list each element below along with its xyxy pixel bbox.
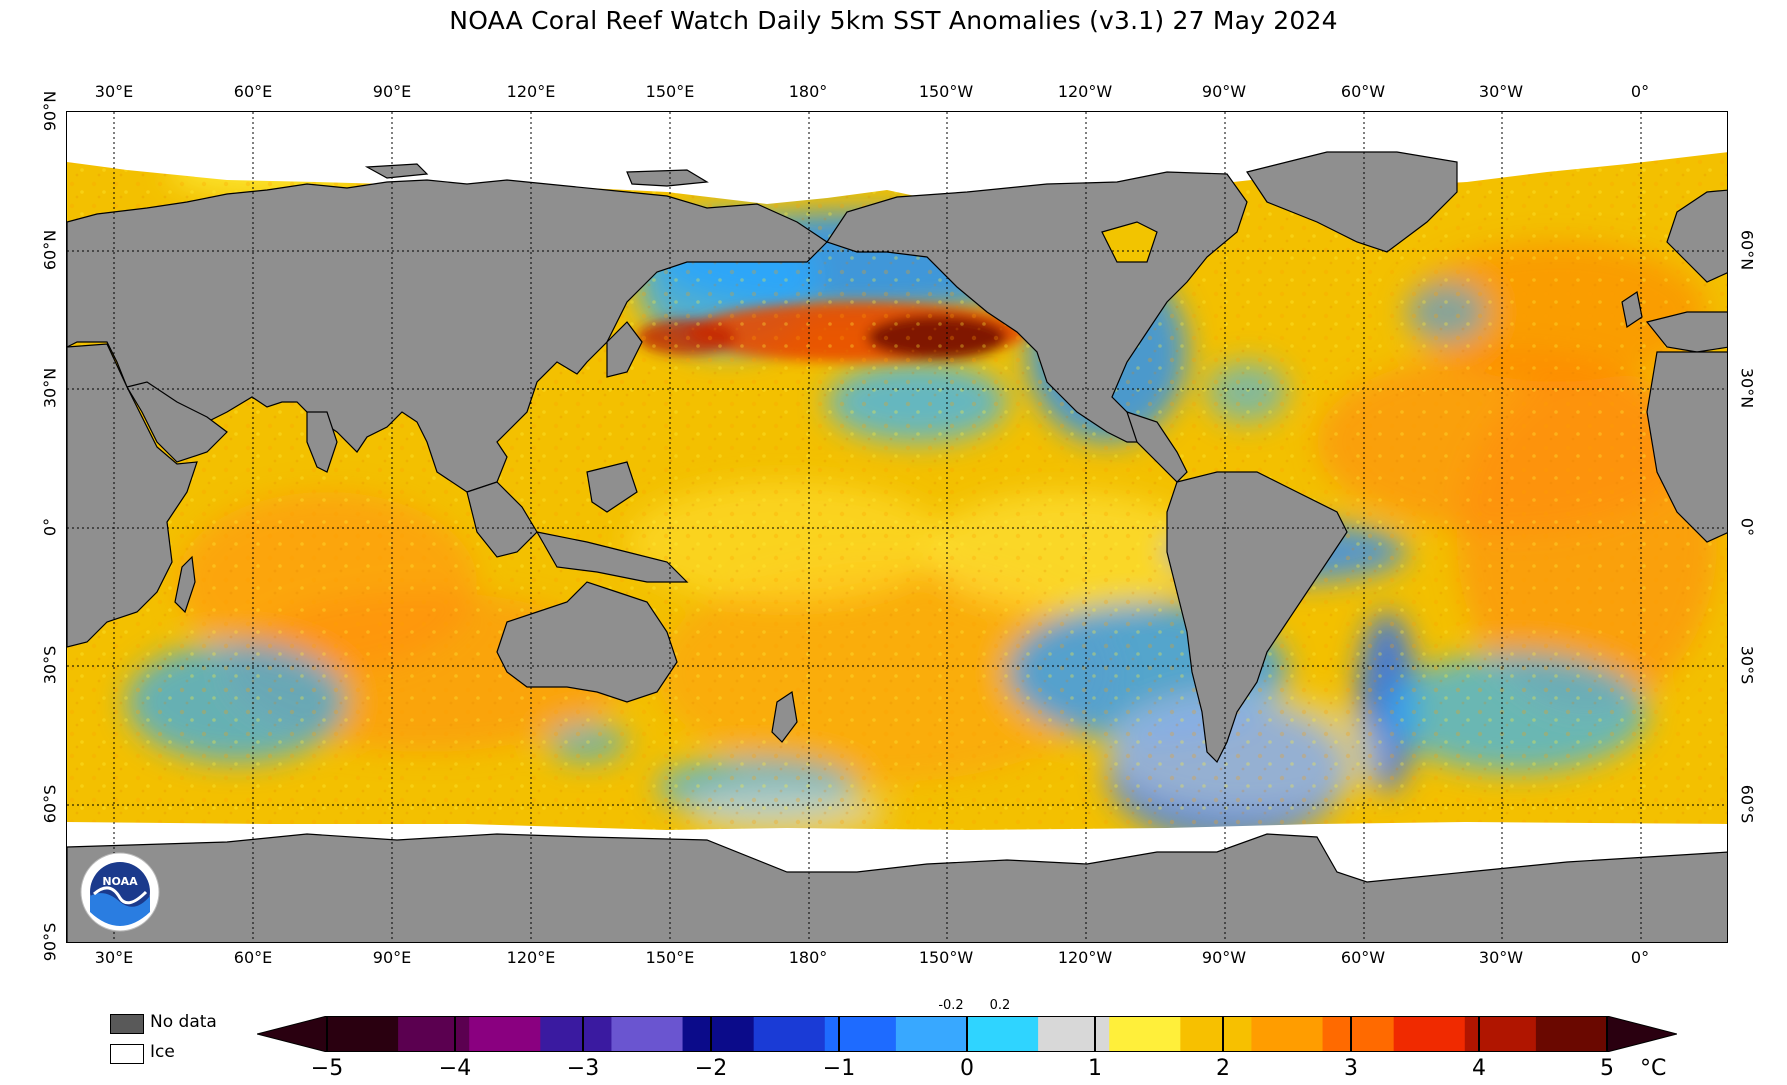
nodata-legend-label: No data bbox=[150, 1012, 217, 1032]
colorbar-small-tick: 0.2 bbox=[989, 998, 1011, 1013]
graticule bbox=[67, 112, 1727, 942]
lon-label-bottom: 30°E bbox=[94, 948, 134, 967]
colorbar-segment bbox=[682, 1016, 755, 1052]
colorbar-segment bbox=[611, 1016, 684, 1052]
lon-label-bottom: 150°E bbox=[645, 948, 695, 967]
lon-label-bottom: 120°W bbox=[1057, 948, 1113, 967]
land-masses bbox=[67, 151, 1727, 942]
lon-label-top: 60°W bbox=[1340, 82, 1386, 101]
colorbar-tick: 3 bbox=[1344, 1056, 1358, 1081]
lon-label-top: 90°W bbox=[1201, 82, 1247, 101]
colorbar-segment bbox=[398, 1016, 470, 1052]
nodata-legend-swatch bbox=[110, 1014, 144, 1034]
lat-label-left: 30°S bbox=[40, 645, 60, 685]
lon-label-top: 150°W bbox=[918, 82, 974, 101]
colorbar-border bbox=[326, 1016, 1608, 1052]
lon-label-top: 90°E bbox=[372, 82, 412, 101]
lon-label-bottom: 150°W bbox=[918, 948, 974, 967]
colorbar-segment bbox=[895, 1016, 968, 1052]
lat-label-left: 30°N bbox=[40, 367, 60, 409]
colorbar-tick: −2 bbox=[694, 1056, 728, 1081]
colorbar-segment bbox=[1251, 1016, 1324, 1052]
colorbar-tick: −1 bbox=[822, 1056, 856, 1081]
lat-label-right: 30°S bbox=[1737, 645, 1757, 685]
colorbar-segment bbox=[753, 1016, 826, 1052]
lat-label-left: 90°N bbox=[40, 90, 60, 132]
lon-label-top: 0° bbox=[1630, 82, 1650, 101]
colorbar-segment bbox=[469, 1016, 541, 1052]
colorbar-segment bbox=[967, 1016, 1039, 1052]
colorbar-segment bbox=[1464, 1016, 1537, 1052]
ice-legend-label: Ice bbox=[150, 1042, 175, 1062]
lon-label-top: 30°E bbox=[94, 82, 134, 101]
colorbar-tick: 2 bbox=[1216, 1056, 1230, 1081]
sst-anomaly-map bbox=[66, 111, 1728, 943]
colorbar bbox=[257, 1016, 1677, 1052]
lon-label-top: 120°W bbox=[1057, 82, 1113, 101]
colorbar-segment bbox=[1038, 1016, 1110, 1052]
lon-label-top: 120°E bbox=[506, 82, 556, 101]
colorbar-segment bbox=[1393, 1016, 1466, 1052]
lat-label-left: 60°S bbox=[40, 784, 60, 824]
lat-label-right: 30°N bbox=[1737, 367, 1757, 409]
lon-label-bottom: 0° bbox=[1630, 948, 1650, 967]
colorbar-segment bbox=[1180, 1016, 1252, 1052]
lon-label-bottom: 30°W bbox=[1478, 948, 1524, 967]
lon-label-top: 30°W bbox=[1478, 82, 1524, 101]
colorbar-small-tick: -0.2 bbox=[938, 998, 964, 1013]
svg-text:NOAA: NOAA bbox=[102, 875, 138, 888]
lon-label-top: 180° bbox=[788, 82, 828, 101]
colorbar-tick: 1 bbox=[1088, 1056, 1102, 1081]
lat-label-right: 0° bbox=[1737, 517, 1757, 537]
lat-label-right: 60°N bbox=[1737, 229, 1757, 271]
lon-label-bottom: 60°E bbox=[233, 948, 273, 967]
map-title: NOAA Coral Reef Watch Daily 5km SST Anom… bbox=[449, 6, 1338, 35]
colorbar-tick: −5 bbox=[310, 1056, 344, 1081]
colorbar-segment bbox=[1535, 1016, 1608, 1052]
ice-legend-swatch bbox=[110, 1044, 144, 1064]
colorbar-tick: −3 bbox=[566, 1056, 600, 1081]
colorbar-tick: 4 bbox=[1472, 1056, 1486, 1081]
map-canvas bbox=[67, 112, 1727, 942]
lat-label-left: 60°N bbox=[40, 229, 60, 271]
colorbar-tick: 5 bbox=[1600, 1056, 1614, 1081]
colorbar-unit: °C bbox=[1640, 1056, 1667, 1081]
lon-label-top: 150°E bbox=[645, 82, 695, 101]
lon-label-bottom: 180° bbox=[788, 948, 828, 967]
lon-label-bottom: 60°W bbox=[1340, 948, 1386, 967]
colorbar-segment bbox=[540, 1016, 612, 1052]
noaa-logo-icon: NOAA bbox=[80, 852, 160, 932]
lon-label-bottom: 90°E bbox=[372, 948, 412, 967]
colorbar-segment bbox=[824, 1016, 897, 1052]
colorbar-segment bbox=[1109, 1016, 1181, 1052]
colorbar-tick: −4 bbox=[438, 1056, 472, 1081]
lon-label-top: 60°E bbox=[233, 82, 273, 101]
lat-label-right: 60°S bbox=[1737, 784, 1757, 824]
lon-label-bottom: 120°E bbox=[506, 948, 556, 967]
colorbar-segment bbox=[327, 1016, 399, 1052]
colorbar-tick: 0 bbox=[960, 1056, 974, 1081]
lon-label-bottom: 90°W bbox=[1201, 948, 1247, 967]
lat-label-left: 0° bbox=[40, 517, 60, 537]
lat-label-left: 90°S bbox=[40, 922, 60, 962]
colorbar-segment bbox=[1322, 1016, 1395, 1052]
